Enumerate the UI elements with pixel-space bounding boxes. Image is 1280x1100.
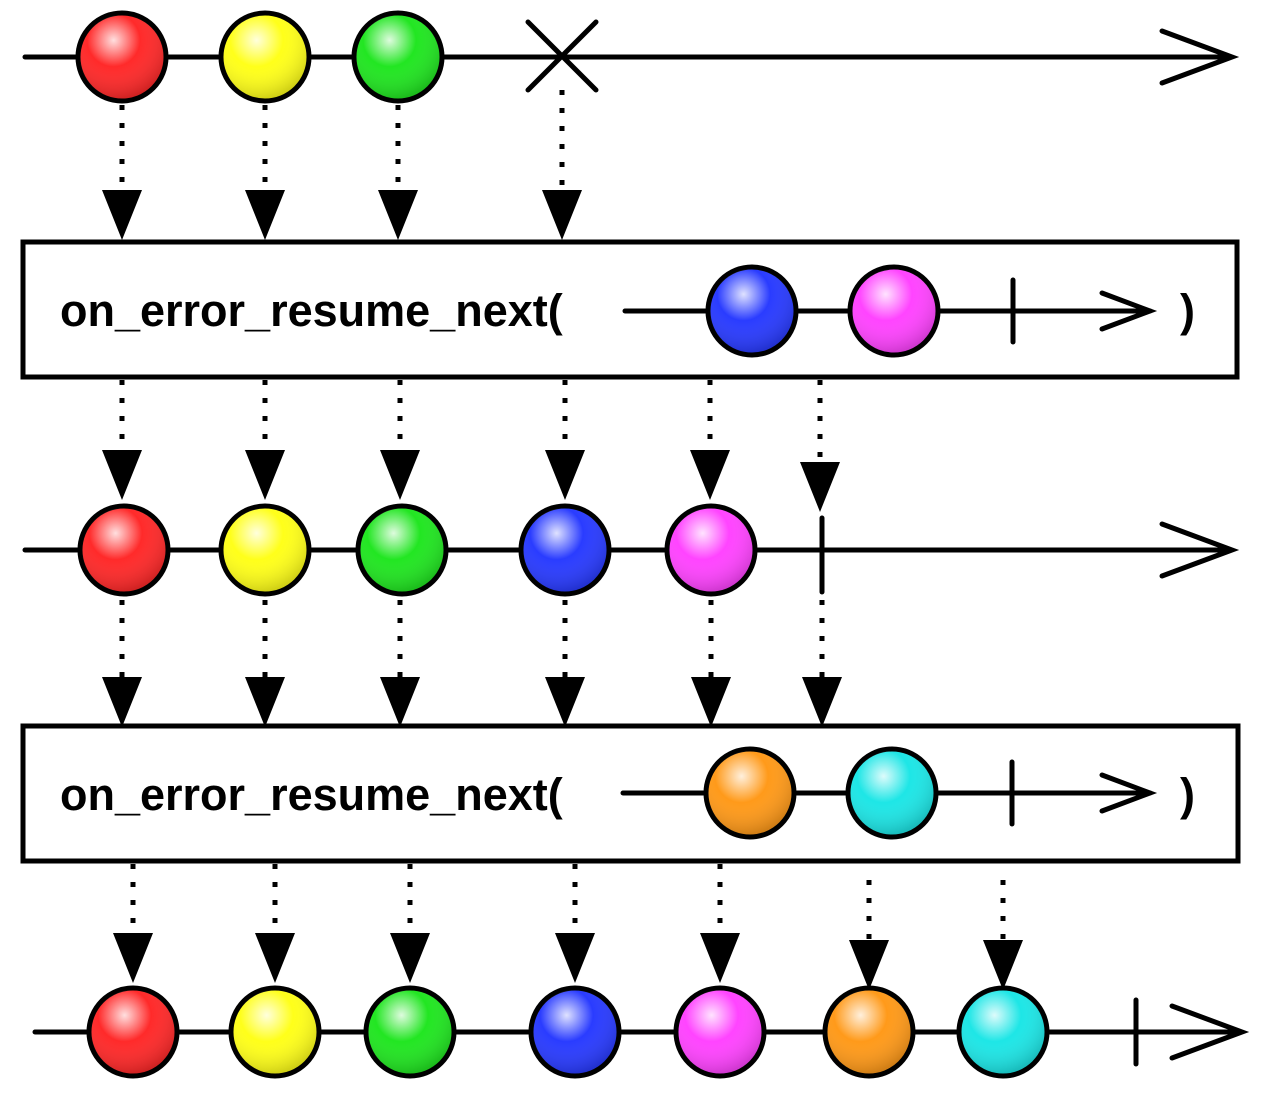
operator-label-2: on_error_resume_next(: [60, 769, 563, 820]
arrow-down-icon: [113, 864, 153, 983]
arrow-down-icon: [102, 105, 142, 240]
close-paren-1: ): [1180, 285, 1195, 336]
arrow-down-icon: [245, 380, 285, 500]
arrow-down-icon: [555, 864, 595, 983]
arrows-intermediate-to-op2: [102, 600, 842, 727]
arrow-down-icon: [378, 105, 418, 240]
operator-box-1: on_error_resume_next( ): [20, 239, 1240, 380]
arrow-down-icon: [690, 380, 730, 500]
arrow-down-icon: [390, 864, 430, 983]
arrow-down-icon: [255, 864, 295, 983]
arrow-down-icon: [102, 600, 142, 727]
arrow-down-icon: [380, 380, 420, 500]
arrow-down-icon: [700, 864, 740, 983]
arrows-source-to-op1: [102, 90, 582, 240]
arrow-down-icon: [545, 380, 585, 500]
arrow-down-icon: [380, 600, 420, 727]
intermediate-timeline: [22, 503, 1240, 597]
arrow-down-icon: [983, 880, 1023, 990]
arrows-op1-to-intermediate: [102, 380, 840, 512]
arrow-down-icon: [849, 880, 889, 990]
arrow-down-icon: [102, 380, 142, 500]
arrow-down-icon: [691, 600, 731, 727]
arrow-down-icon: [542, 90, 582, 240]
source-timeline: [22, 10, 1240, 104]
error-x-icon: [525, 19, 599, 93]
arrow-down-icon: [802, 600, 842, 727]
operator-box-2: on_error_resume_next( ): [20, 723, 1241, 864]
arrow-down-icon: [545, 600, 585, 727]
output-timeline: [32, 985, 1250, 1079]
arrow-down-icon: [245, 600, 285, 727]
operator-label-1: on_error_resume_next(: [60, 285, 563, 336]
close-paren-2: ): [1180, 769, 1195, 820]
arrow-down-icon: [800, 380, 840, 512]
arrows-op2-to-output: [113, 864, 1023, 990]
arrow-down-icon: [245, 105, 285, 240]
